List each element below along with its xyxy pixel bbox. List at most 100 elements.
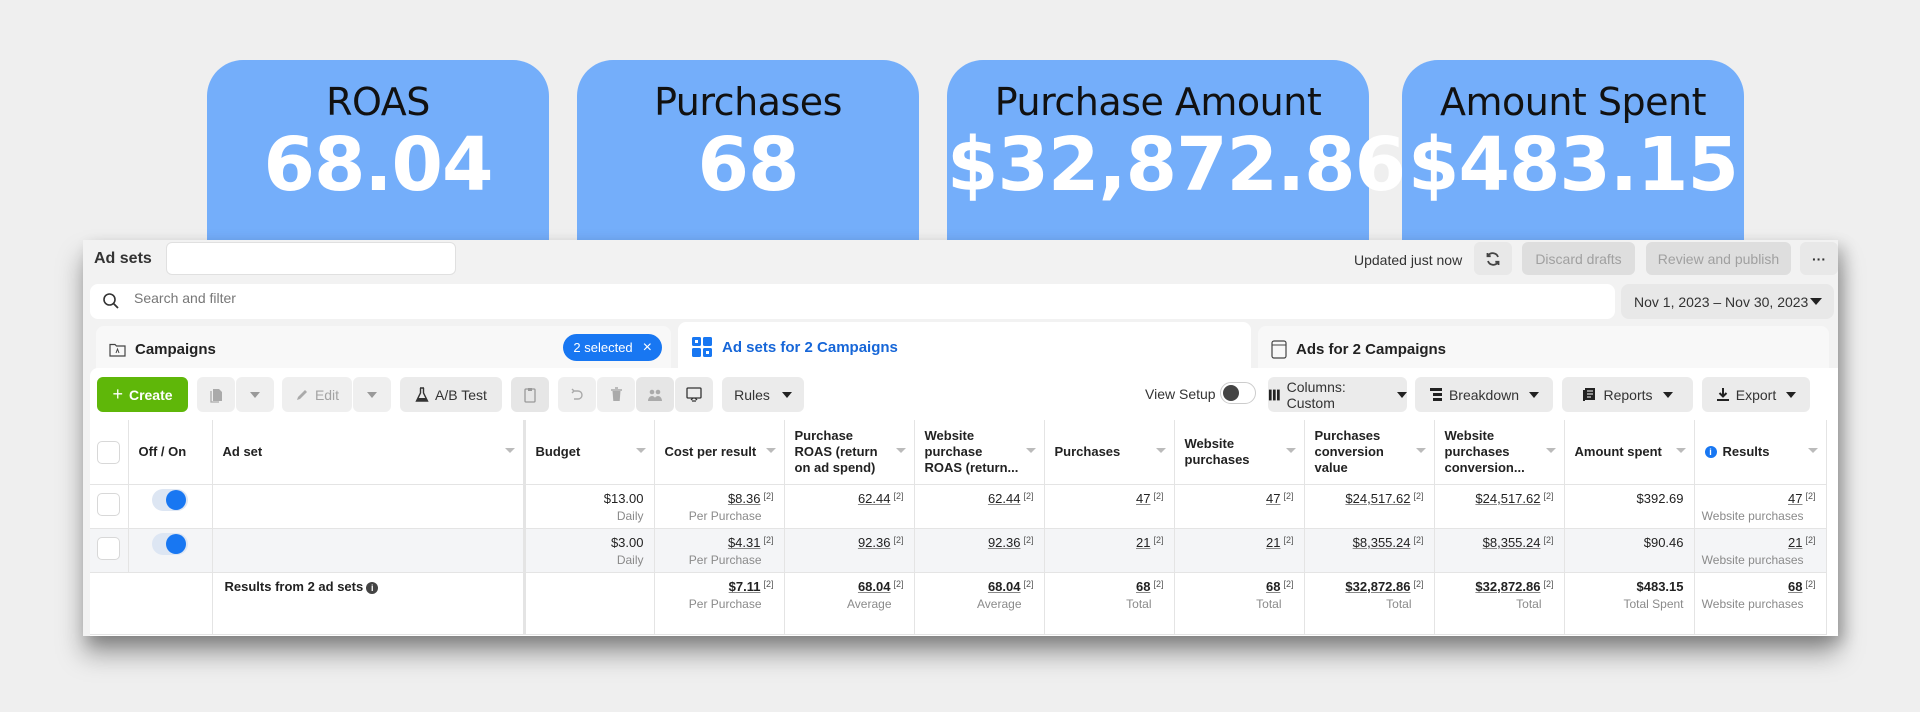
sort-icon[interactable]: [504, 448, 515, 453]
export-button[interactable]: Export: [1702, 377, 1810, 412]
select-all-checkbox[interactable]: [97, 440, 121, 464]
review-publish-button[interactable]: Review and publish: [1646, 242, 1791, 275]
column-header-results[interactable]: i Results: [1694, 420, 1827, 485]
sort-icon[interactable]: [765, 448, 776, 453]
sort-icon[interactable]: [635, 448, 646, 453]
sort-icon[interactable]: [1415, 448, 1426, 453]
selection-badge[interactable]: 2 selected ×: [563, 334, 662, 361]
sort-icon[interactable]: [1285, 448, 1296, 453]
row-checkbox[interactable]: [97, 493, 121, 516]
ad-set-name-input[interactable]: [166, 242, 456, 275]
create-button[interactable]: + Create: [97, 377, 188, 412]
purchases-conversion-value[interactable]: $24,517.62: [1345, 491, 1411, 506]
sort-icon[interactable]: [1675, 448, 1686, 453]
ad-set-name[interactable]: [212, 484, 526, 529]
column-header-cost-per-result[interactable]: Cost per result: [654, 420, 785, 485]
tab-campaigns[interactable]: Campaigns 2 selected ×: [96, 326, 671, 372]
column-header-ad-set[interactable]: Ad set: [212, 420, 526, 485]
clipboard-button[interactable]: [511, 377, 549, 412]
website-roas-value[interactable]: 62.44: [987, 491, 1021, 506]
website-conversion-value[interactable]: $8,355.24: [1482, 535, 1541, 550]
ad-set-toggle[interactable]: [152, 489, 188, 511]
discard-drafts-button[interactable]: Discard drafts: [1522, 242, 1635, 275]
cost-per-result-value[interactable]: $8.36: [727, 491, 761, 506]
row-checkbox[interactable]: [97, 537, 121, 560]
breakdown-button[interactable]: Breakdown: [1415, 377, 1553, 412]
table-row: $13.00 Daily $8.36 [2] Per Purchase 62.44 [2…: [90, 484, 1827, 529]
budget-type: Daily: [616, 509, 644, 523]
summary-results[interactable]: 68: [1788, 579, 1803, 594]
summary-website-value[interactable]: $32,872.86: [1475, 579, 1541, 594]
summary-cost-per-result[interactable]: $7.11: [728, 579, 761, 594]
ad-sets-content: + Create Edit A/B Test: [90, 368, 1838, 636]
column-header-purchases[interactable]: Purchases: [1044, 420, 1175, 485]
column-header-purchases-value[interactable]: Purchases conversion value: [1304, 420, 1435, 485]
tab-ads[interactable]: Ads for 2 Campaigns: [1258, 326, 1829, 372]
audience-button[interactable]: [636, 377, 674, 412]
purchases-value[interactable]: 21: [1136, 535, 1151, 550]
column-header-amount-spent[interactable]: Amount spent: [1564, 420, 1695, 485]
column-header-website-purchases[interactable]: Website purchases: [1174, 420, 1305, 485]
chevron-down-icon: [781, 391, 792, 398]
summary-purchases[interactable]: 68: [1136, 579, 1151, 594]
reports-button[interactable]: Reports: [1562, 377, 1693, 412]
undo-button[interactable]: [558, 377, 596, 412]
sort-icon[interactable]: [1025, 448, 1036, 453]
website-purchases-value[interactable]: 21: [1266, 535, 1281, 550]
share-preview-button[interactable]: [675, 377, 713, 412]
download-icon: [1716, 388, 1729, 401]
info-icon[interactable]: i: [1704, 446, 1717, 458]
attribution-mark: [2]: [763, 579, 774, 589]
summary-website-purchases[interactable]: 68: [1266, 579, 1281, 594]
clear-selection-icon[interactable]: ×: [642, 338, 652, 356]
column-label: Cost per result: [664, 444, 757, 459]
sort-icon[interactable]: [1807, 448, 1818, 453]
date-range-picker[interactable]: Nov 1, 2023 – Nov 30, 2023: [1621, 284, 1834, 319]
duplicate-dropdown-button[interactable]: [236, 377, 274, 412]
more-options-button[interactable]: ···: [1800, 242, 1838, 275]
summary-website-roas[interactable]: 68.04: [987, 579, 1021, 594]
ad-set-name[interactable]: [212, 528, 526, 573]
search-input[interactable]: [134, 290, 734, 306]
columns-button[interactable]: Columns: Custom: [1268, 377, 1407, 412]
kpi-card-amount-spent: Amount Spent $483.15: [1402, 60, 1744, 240]
results-value[interactable]: 47: [1788, 491, 1803, 506]
flask-icon: [415, 386, 429, 402]
column-header-purchase-roas[interactable]: Purchase ROAS (return on ad spend): [784, 420, 915, 485]
sort-icon[interactable]: [895, 448, 906, 453]
budget-value: $3.00: [610, 535, 644, 550]
summary-purchase-roas[interactable]: 68.04: [857, 579, 891, 594]
purchase-roas-value[interactable]: 62.44: [857, 491, 891, 506]
sort-icon[interactable]: [1155, 448, 1166, 453]
rules-label: Rules: [734, 386, 770, 403]
edit-button[interactable]: Edit: [282, 377, 352, 412]
website-roas-value[interactable]: 92.36: [987, 535, 1021, 550]
ab-test-button[interactable]: A/B Test: [400, 377, 502, 412]
ad-set-toggle[interactable]: [152, 533, 188, 555]
duplicate-button[interactable]: [197, 377, 235, 412]
column-header-website-value[interactable]: Website purchases conversion...: [1434, 420, 1565, 485]
chevron-down-icon: [367, 391, 377, 398]
ad-sets-table: Off / On Ad set Budget Cost per result P…: [90, 420, 1827, 635]
rules-button[interactable]: Rules: [722, 377, 804, 412]
results-value[interactable]: 21: [1788, 535, 1803, 550]
purchases-conversion-value[interactable]: $8,355.24: [1352, 535, 1411, 550]
sort-icon[interactable]: [1545, 448, 1556, 453]
cost-per-result-value[interactable]: $4.31: [727, 535, 761, 550]
view-setup-toggle[interactable]: [1220, 382, 1256, 404]
website-conversion-value[interactable]: $24,517.62: [1475, 491, 1541, 506]
column-header-budget[interactable]: Budget: [524, 420, 655, 485]
purchase-roas-value[interactable]: 92.36: [857, 535, 891, 550]
delete-button[interactable]: [597, 377, 635, 412]
kpi-value: 68.04: [263, 122, 493, 208]
refresh-button[interactable]: [1474, 242, 1512, 275]
info-icon[interactable]: i: [366, 582, 379, 594]
chevron-down-icon: [250, 391, 260, 398]
edit-dropdown-button[interactable]: [353, 377, 391, 412]
purchases-value[interactable]: 47: [1136, 491, 1151, 506]
tab-ad-sets[interactable]: Ad sets for 2 Campaigns: [678, 322, 1251, 372]
website-purchases-value[interactable]: 47: [1266, 491, 1281, 506]
result-type: Per Purchase: [688, 553, 762, 567]
column-header-website-roas[interactable]: Website purchase ROAS (return...: [914, 420, 1045, 485]
summary-purchases-value[interactable]: $32,872.86: [1345, 579, 1411, 594]
